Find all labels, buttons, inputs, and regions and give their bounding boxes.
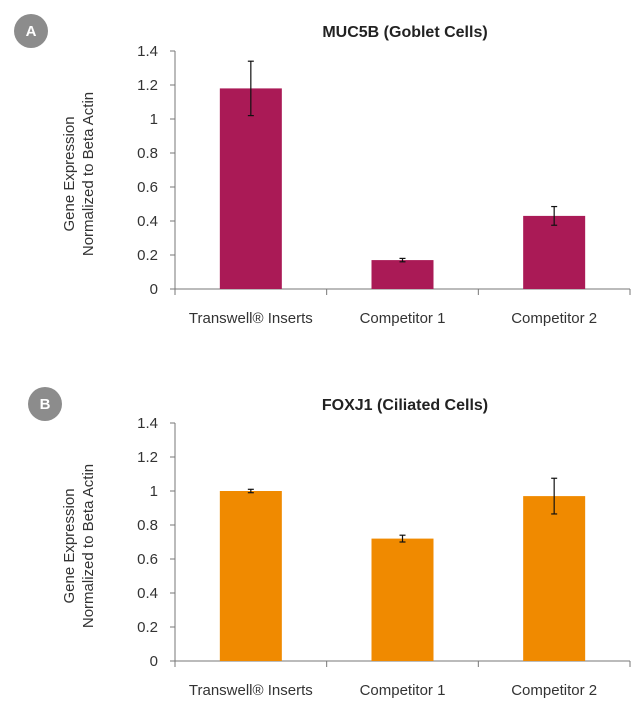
y-axis-label-line-1: Gene Expression [61, 488, 78, 603]
x-category-label: Competitor 2 [511, 310, 597, 327]
y-axis-label: Gene Expression Normalized to Beta Actin [61, 464, 97, 628]
y-axis-label-line-2: Normalized to Beta Actin [80, 464, 97, 628]
chart-panel-b: B FOXJ1 (Ciliated Cells) Gene Expression… [0, 372, 635, 702]
chart-panel-a: A MUC5B (Goblet Cells) Gene Expression N… [0, 0, 635, 330]
bar [371, 538, 434, 661]
y-tick-label: 0.4 [137, 585, 158, 602]
chart-a: A MUC5B (Goblet Cells) Gene Expression N… [14, 14, 631, 327]
badge-b: B [28, 387, 62, 421]
y-tick-label: 0 [150, 281, 158, 298]
y-tick-label: 0.8 [137, 145, 158, 162]
y-tick-label: 0.6 [137, 551, 158, 568]
y-tick-label: 0 [150, 653, 158, 670]
y-tick-label: 1 [150, 483, 158, 500]
badge-circle [28, 387, 62, 421]
y-tick-label: 0.2 [137, 619, 158, 636]
badge-circle [14, 14, 48, 48]
x-category-label: Transwell® Inserts [189, 682, 313, 699]
y-tick-label: 0.4 [137, 213, 158, 230]
y-tick-label: 1.4 [137, 43, 158, 60]
badge-label: B [40, 396, 51, 413]
y-axis-label-line-2: Normalized to Beta Actin [80, 92, 97, 256]
chart-title: FOXJ1 (Ciliated Cells) [322, 397, 488, 414]
y-tick-label: 1.4 [137, 415, 158, 432]
badge-label: A [26, 23, 37, 40]
bar [219, 491, 282, 661]
x-category-label: Competitor 1 [360, 310, 446, 327]
y-axis-label: Gene Expression Normalized to Beta Actin [61, 92, 97, 256]
plot-area: 0 0.2 0.4 0.6 0.8 1 1.2 1.4 Transwell® Inserts Co… [137, 43, 631, 327]
y-tick-label: 0.2 [137, 247, 158, 264]
y-tick-label: 1.2 [137, 77, 158, 94]
bar [219, 88, 282, 290]
y-tick-label: 0.6 [137, 179, 158, 196]
y-axis-label-line-1: Gene Expression [61, 116, 78, 231]
bar [371, 260, 434, 289]
x-category-label: Competitor 1 [360, 682, 446, 699]
y-tick-label: 1.2 [137, 449, 158, 466]
x-category-label: Transwell® Inserts [189, 310, 313, 327]
chart-b: B FOXJ1 (Ciliated Cells) Gene Expression… [28, 387, 631, 699]
y-tick-label: 1 [150, 111, 158, 128]
badge-a: A [14, 14, 48, 48]
bar [523, 496, 586, 661]
chart-title: MUC5B (Goblet Cells) [322, 24, 487, 41]
bar [523, 215, 586, 289]
plot-area: 0 0.2 0.4 0.6 0.8 1 1.2 1.4 Transwell® Inserts Co… [137, 415, 631, 699]
y-tick-label: 0.8 [137, 517, 158, 534]
x-category-label: Competitor 2 [511, 682, 597, 699]
